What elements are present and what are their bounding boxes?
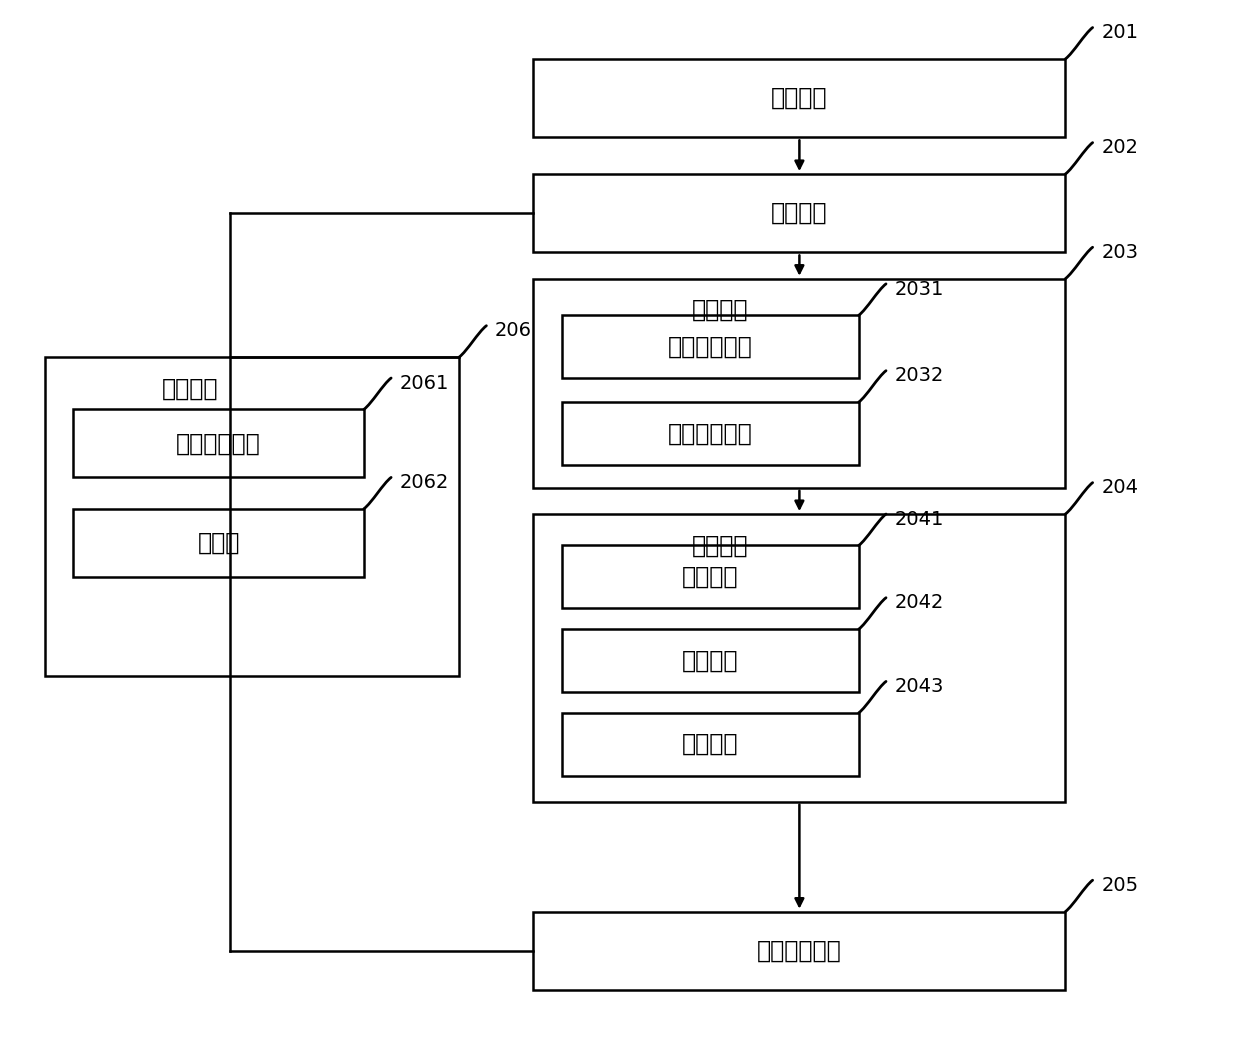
Text: 获取模块: 获取模块	[771, 86, 827, 110]
Text: 智能训练模型: 智能训练模型	[176, 431, 260, 455]
Bar	[562, 629, 859, 692]
Text: 提取模块: 提取模块	[771, 201, 827, 226]
Bar	[73, 409, 363, 477]
Bar	[562, 713, 859, 775]
Text: 确定单元: 确定单元	[682, 564, 739, 588]
Text: 匹配模块: 匹配模块	[692, 298, 748, 322]
Text: 2062: 2062	[399, 473, 449, 492]
Text: 第一匹配单元: 第一匹配单元	[668, 335, 753, 359]
Text: 2061: 2061	[399, 373, 449, 392]
Text: 地图生成模块: 地图生成模块	[758, 939, 842, 963]
Bar	[562, 316, 859, 378]
Text: 2041: 2041	[895, 510, 944, 529]
Text: 2042: 2042	[895, 594, 944, 613]
Text: 修改单元: 修改单元	[682, 732, 739, 756]
Bar	[533, 174, 1065, 253]
Text: 第二匹配单元: 第二匹配单元	[668, 422, 753, 446]
Text: 训练库: 训练库	[197, 531, 239, 555]
Text: 204: 204	[1101, 478, 1138, 497]
Bar	[533, 279, 1065, 488]
Text: 205: 205	[1101, 876, 1138, 895]
Text: 训练模块: 训练模块	[161, 377, 218, 401]
Text: 201: 201	[1101, 23, 1138, 42]
Text: 2032: 2032	[895, 366, 944, 385]
Bar	[45, 357, 459, 677]
Text: 2031: 2031	[895, 280, 944, 299]
Text: 206: 206	[495, 321, 532, 341]
Text: 202: 202	[1101, 138, 1138, 157]
Bar	[73, 509, 363, 577]
Text: 203: 203	[1101, 243, 1138, 262]
Text: 2043: 2043	[895, 678, 944, 697]
Bar	[533, 912, 1065, 990]
Bar	[533, 514, 1065, 801]
Bar	[562, 545, 859, 608]
Text: 判断单元: 判断单元	[682, 648, 739, 672]
Bar	[533, 59, 1065, 137]
Bar	[562, 402, 859, 465]
Text: 检查模块: 检查模块	[692, 534, 748, 557]
